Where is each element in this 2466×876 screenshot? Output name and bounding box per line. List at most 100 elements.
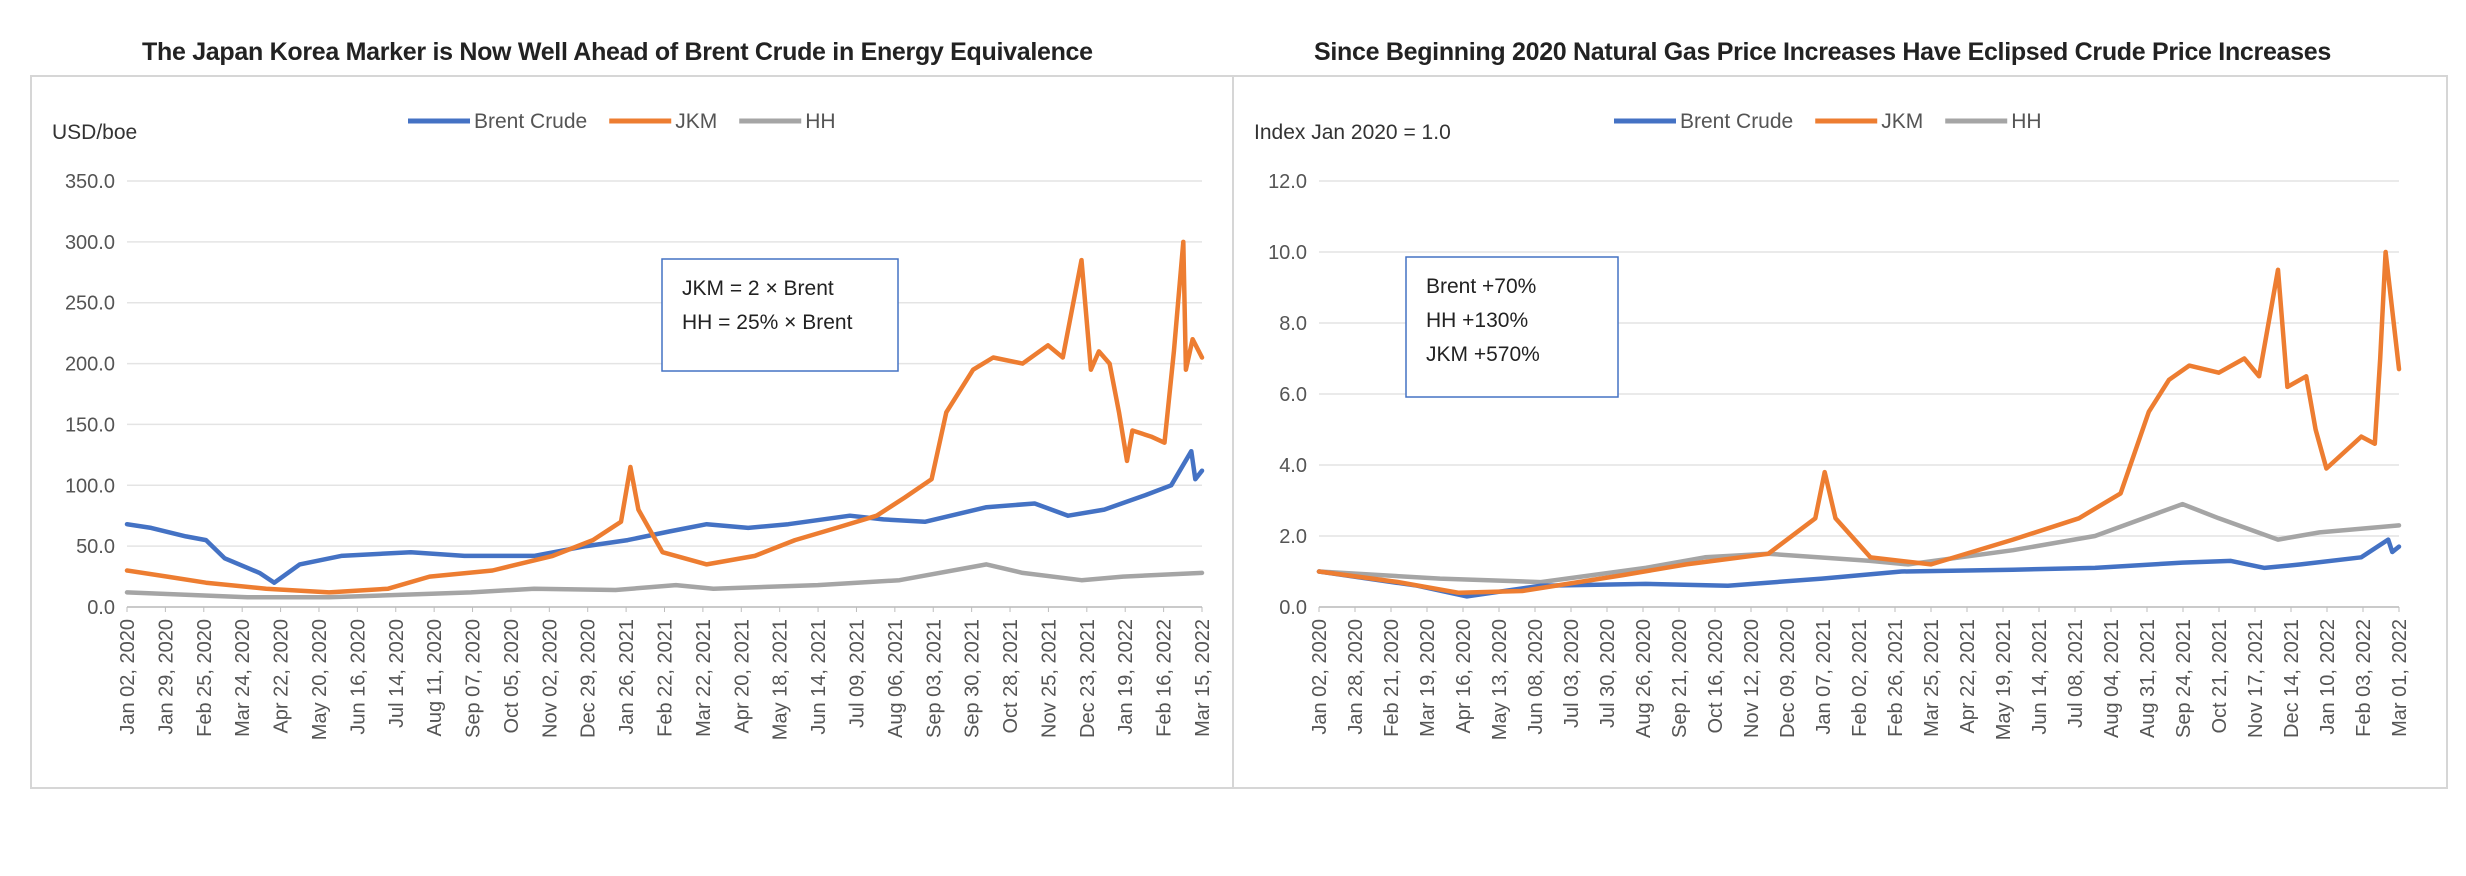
right-chart-title: Since Beginning 2020 Natural Gas Price I…	[1314, 38, 2331, 66]
x-tick-label: Apr 16, 2020	[1453, 619, 1475, 734]
right-chart-panel: Index Jan 2020 = 1.0 0.0 2.0 4.0 6.0 8.0 10.0 1…	[1232, 75, 2448, 789]
series-line-jkm	[124, 239, 1205, 595]
x-tick-label: Jan 07, 2021	[1813, 619, 1835, 735]
x-tick-label: Mar 25, 2021	[1921, 619, 1943, 737]
y-tick-label: 50.0	[76, 536, 115, 558]
x-tick-label: May 20, 2020	[309, 619, 331, 740]
x-tick-label: Nov 12, 2020	[1741, 619, 1763, 738]
x-tick-label: Feb 22, 2021	[655, 619, 677, 737]
y-tick-label: 2.0	[1279, 526, 1307, 548]
x-tick-label: Feb 03, 2022	[2353, 619, 2375, 737]
x-tick-label: May 13, 2020	[1489, 619, 1511, 740]
y-axis-unit-label: Index Jan 2020 = 1.0	[1254, 121, 1451, 144]
y-tick-label: 300.0	[65, 232, 115, 254]
x-tick-label: Aug 11, 2020	[424, 619, 446, 737]
x-tick-label: Aug 31, 2021	[2137, 619, 2159, 738]
x-tick-label: Sep 07, 2020	[463, 619, 485, 738]
x-tick-label: Oct 21, 2021	[2209, 619, 2231, 734]
x-tick-label: Jun 14, 2021	[2029, 619, 2051, 735]
x-tick-label: Apr 20, 2021	[731, 619, 753, 734]
x-tick-label: Sep 03, 2021	[923, 619, 945, 738]
x-tick-label: Jun 14, 2021	[808, 619, 830, 735]
x-tick-label: Jul 08, 2021	[2065, 619, 2087, 728]
y-tick-label: 12.0	[1268, 171, 1307, 193]
x-tick-label: Mar 24, 2020	[232, 619, 254, 737]
x-tick-label: Dec 29, 2020	[578, 619, 600, 738]
x-tick-label: Feb 02, 2021	[1849, 619, 1871, 737]
y-tick-label: 10.0	[1268, 242, 1307, 264]
legend-label-jkm: JKM	[675, 110, 717, 133]
y-tick-label: 0.0	[1279, 597, 1307, 619]
x-tick-label: Jan 28, 2020	[1345, 619, 1367, 735]
x-tick-label: Nov 25, 2021	[1038, 619, 1060, 738]
x-tick-label: May 18, 2021	[770, 619, 792, 740]
annotation-line: JKM = 2 × Brent	[682, 277, 834, 300]
x-tick-label: Dec 09, 2020	[1777, 619, 1799, 738]
x-tick-label: Sep 21, 2020	[1669, 619, 1691, 738]
annotation-box	[1405, 256, 1619, 398]
annotation-line: HH +130%	[1426, 309, 1528, 332]
x-tick-label: Apr 22, 2021	[1957, 619, 1979, 734]
left-chart-panel: USD/boe 0.0 50.0 100.0 150.0 200.0 250.0 300.0 3…	[30, 75, 1234, 789]
y-tick-label: 0.0	[87, 597, 115, 619]
y-tick-label: 350.0	[65, 171, 115, 193]
x-tick-label: Nov 02, 2020	[539, 619, 561, 738]
x-tick-label: Jul 09, 2021	[846, 619, 868, 728]
x-tick-label: Sep 30, 2021	[962, 619, 984, 738]
series-line-jkm	[1316, 249, 2402, 596]
x-tick-label: Oct 28, 2021	[1000, 619, 1022, 734]
x-tick-label: Oct 16, 2020	[1705, 619, 1727, 734]
series-line-brent	[1316, 537, 2402, 599]
legend-label-brent: Brent Crude	[474, 110, 587, 133]
y-tick-label: 200.0	[65, 354, 115, 376]
y-tick-label: 150.0	[65, 414, 115, 436]
x-tick-label: Mar 01, 2022	[2389, 619, 2411, 737]
annotation-line: HH = 25% × Brent	[682, 311, 853, 334]
x-tick-label: Jan 29, 2020	[155, 619, 177, 735]
x-tick-label: Dec 14, 2021	[2281, 619, 2303, 738]
x-tick-label: Aug 06, 2021	[885, 619, 907, 738]
x-tick-label: Dec 23, 2021	[1077, 619, 1099, 738]
x-tick-label: Aug 04, 2021	[2101, 619, 2123, 738]
x-tick-label: Jul 03, 2020	[1561, 619, 1583, 728]
x-tick-label: Jan 10, 2022	[2317, 619, 2339, 735]
x-tick-label: Jan 26, 2021	[616, 619, 638, 735]
series-line-hh	[124, 562, 1205, 600]
y-tick-label: 8.0	[1279, 313, 1307, 335]
legend-label-brent: Brent Crude	[1680, 110, 1793, 133]
left-chart-svg: USD/boe 0.0 50.0 100.0 150.0 200.0 250.0 300.0 3…	[52, 110, 1214, 740]
legend-label-hh: HH	[2011, 110, 2041, 133]
x-tick-label: Jan 02, 2020	[1309, 619, 1331, 735]
annotation-line: JKM +570%	[1426, 343, 1540, 366]
y-axis-unit-label: USD/boe	[52, 121, 137, 144]
x-tick-label: Mar 15, 2022	[1192, 619, 1214, 737]
x-tick-label: Oct 05, 2020	[501, 619, 523, 734]
left-chart-title: The Japan Korea Marker is Now Well Ahead…	[142, 38, 1093, 66]
x-tick-label: Apr 22, 2020	[271, 619, 293, 734]
x-tick-label: Mar 19, 2020	[1417, 619, 1439, 737]
x-tick-label: Jul 14, 2020	[386, 619, 408, 728]
x-tick-label: May 19, 2021	[1993, 619, 2015, 740]
legend-label-jkm: JKM	[1881, 110, 1923, 133]
y-tick-label: 100.0	[65, 475, 115, 497]
legend-label-hh: HH	[805, 110, 835, 133]
x-tick-label: Nov 17, 2021	[2245, 619, 2267, 738]
x-tick-label: Feb 25, 2020	[194, 619, 216, 737]
y-tick-label: 250.0	[65, 293, 115, 315]
x-tick-label: Aug 26, 2020	[1633, 619, 1655, 738]
y-tick-label: 6.0	[1279, 384, 1307, 406]
x-tick-label: Jul 30, 2020	[1597, 619, 1619, 728]
x-tick-label: Sep 24, 2021	[2173, 619, 2195, 738]
x-tick-label: Jun 08, 2020	[1525, 619, 1547, 735]
x-tick-label: Mar 22, 2021	[693, 619, 715, 737]
series-line-hh	[1316, 501, 2402, 585]
x-tick-label: Feb 21, 2020	[1381, 619, 1403, 737]
right-chart-svg: Index Jan 2020 = 1.0 0.0 2.0 4.0 6.0 8.0 10.0 1…	[1254, 110, 2411, 740]
x-tick-label: Feb 16, 2022	[1154, 619, 1176, 737]
x-tick-label: Jan 02, 2020	[117, 619, 139, 735]
x-tick-label: Feb 26, 2021	[1885, 619, 1907, 737]
y-tick-label: 4.0	[1279, 455, 1307, 477]
series-line-brent	[124, 448, 1205, 585]
x-tick-label: Jan 19, 2022	[1115, 619, 1137, 735]
annotation-box	[661, 258, 899, 372]
